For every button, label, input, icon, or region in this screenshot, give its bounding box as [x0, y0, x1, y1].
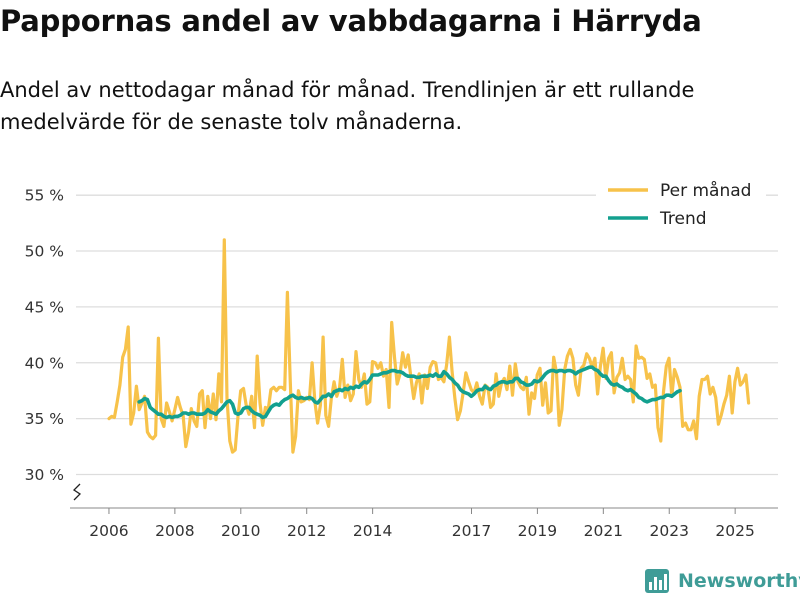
- x-tick-label: 2025: [715, 522, 754, 540]
- y-tick-label: 50 %: [25, 243, 64, 261]
- newsworthy-logo: Newsworthy: [644, 568, 800, 594]
- x-tick-label: 2006: [89, 522, 128, 540]
- y-tick-label: 30 %: [25, 466, 64, 484]
- x-tick-label: 2012: [287, 522, 326, 540]
- x-tick-label: 2021: [584, 522, 623, 540]
- legend-label-per-manad: Per månad: [660, 180, 751, 201]
- x-tick-label: 2010: [221, 522, 260, 540]
- brand-name: Newsworthy: [678, 570, 800, 592]
- page-subtitle: Andel av nettodagar månad för månad. Tre…: [0, 78, 695, 134]
- series-line-trend: [137, 365, 682, 420]
- y-tick-label: 55 %: [25, 187, 64, 205]
- axis-break-icon: [72, 483, 82, 501]
- series-line-per-manad: [107, 238, 751, 454]
- page-title: Pappornas andel av vabbdagarna i Härryda: [0, 4, 702, 38]
- y-tick-label: 40 %: [25, 354, 64, 372]
- series-layer: [107, 238, 751, 454]
- legend-background: [596, 178, 766, 236]
- grid-lines: [76, 194, 778, 476]
- legend: Per månad Trend: [596, 178, 766, 236]
- bar-chart-icon: [645, 569, 669, 593]
- x-tick-label: 2023: [650, 522, 689, 540]
- y-tick-label: 35 %: [25, 410, 64, 428]
- y-axis: 30 % 35 % 40 % 45 % 50 % 55 %: [25, 187, 82, 501]
- x-tick-label: 2008: [155, 522, 194, 540]
- legend-label-trend: Trend: [659, 209, 707, 229]
- x-tick-label: 2019: [518, 522, 557, 540]
- x-tick-label: 2014: [353, 522, 392, 540]
- y-tick-label: 45 %: [25, 298, 64, 316]
- x-tick-label: 2017: [452, 522, 491, 540]
- x-axis: 2006 2008 2010 2012 2014 2017 2019 2021 2023 2025: [70, 507, 778, 540]
